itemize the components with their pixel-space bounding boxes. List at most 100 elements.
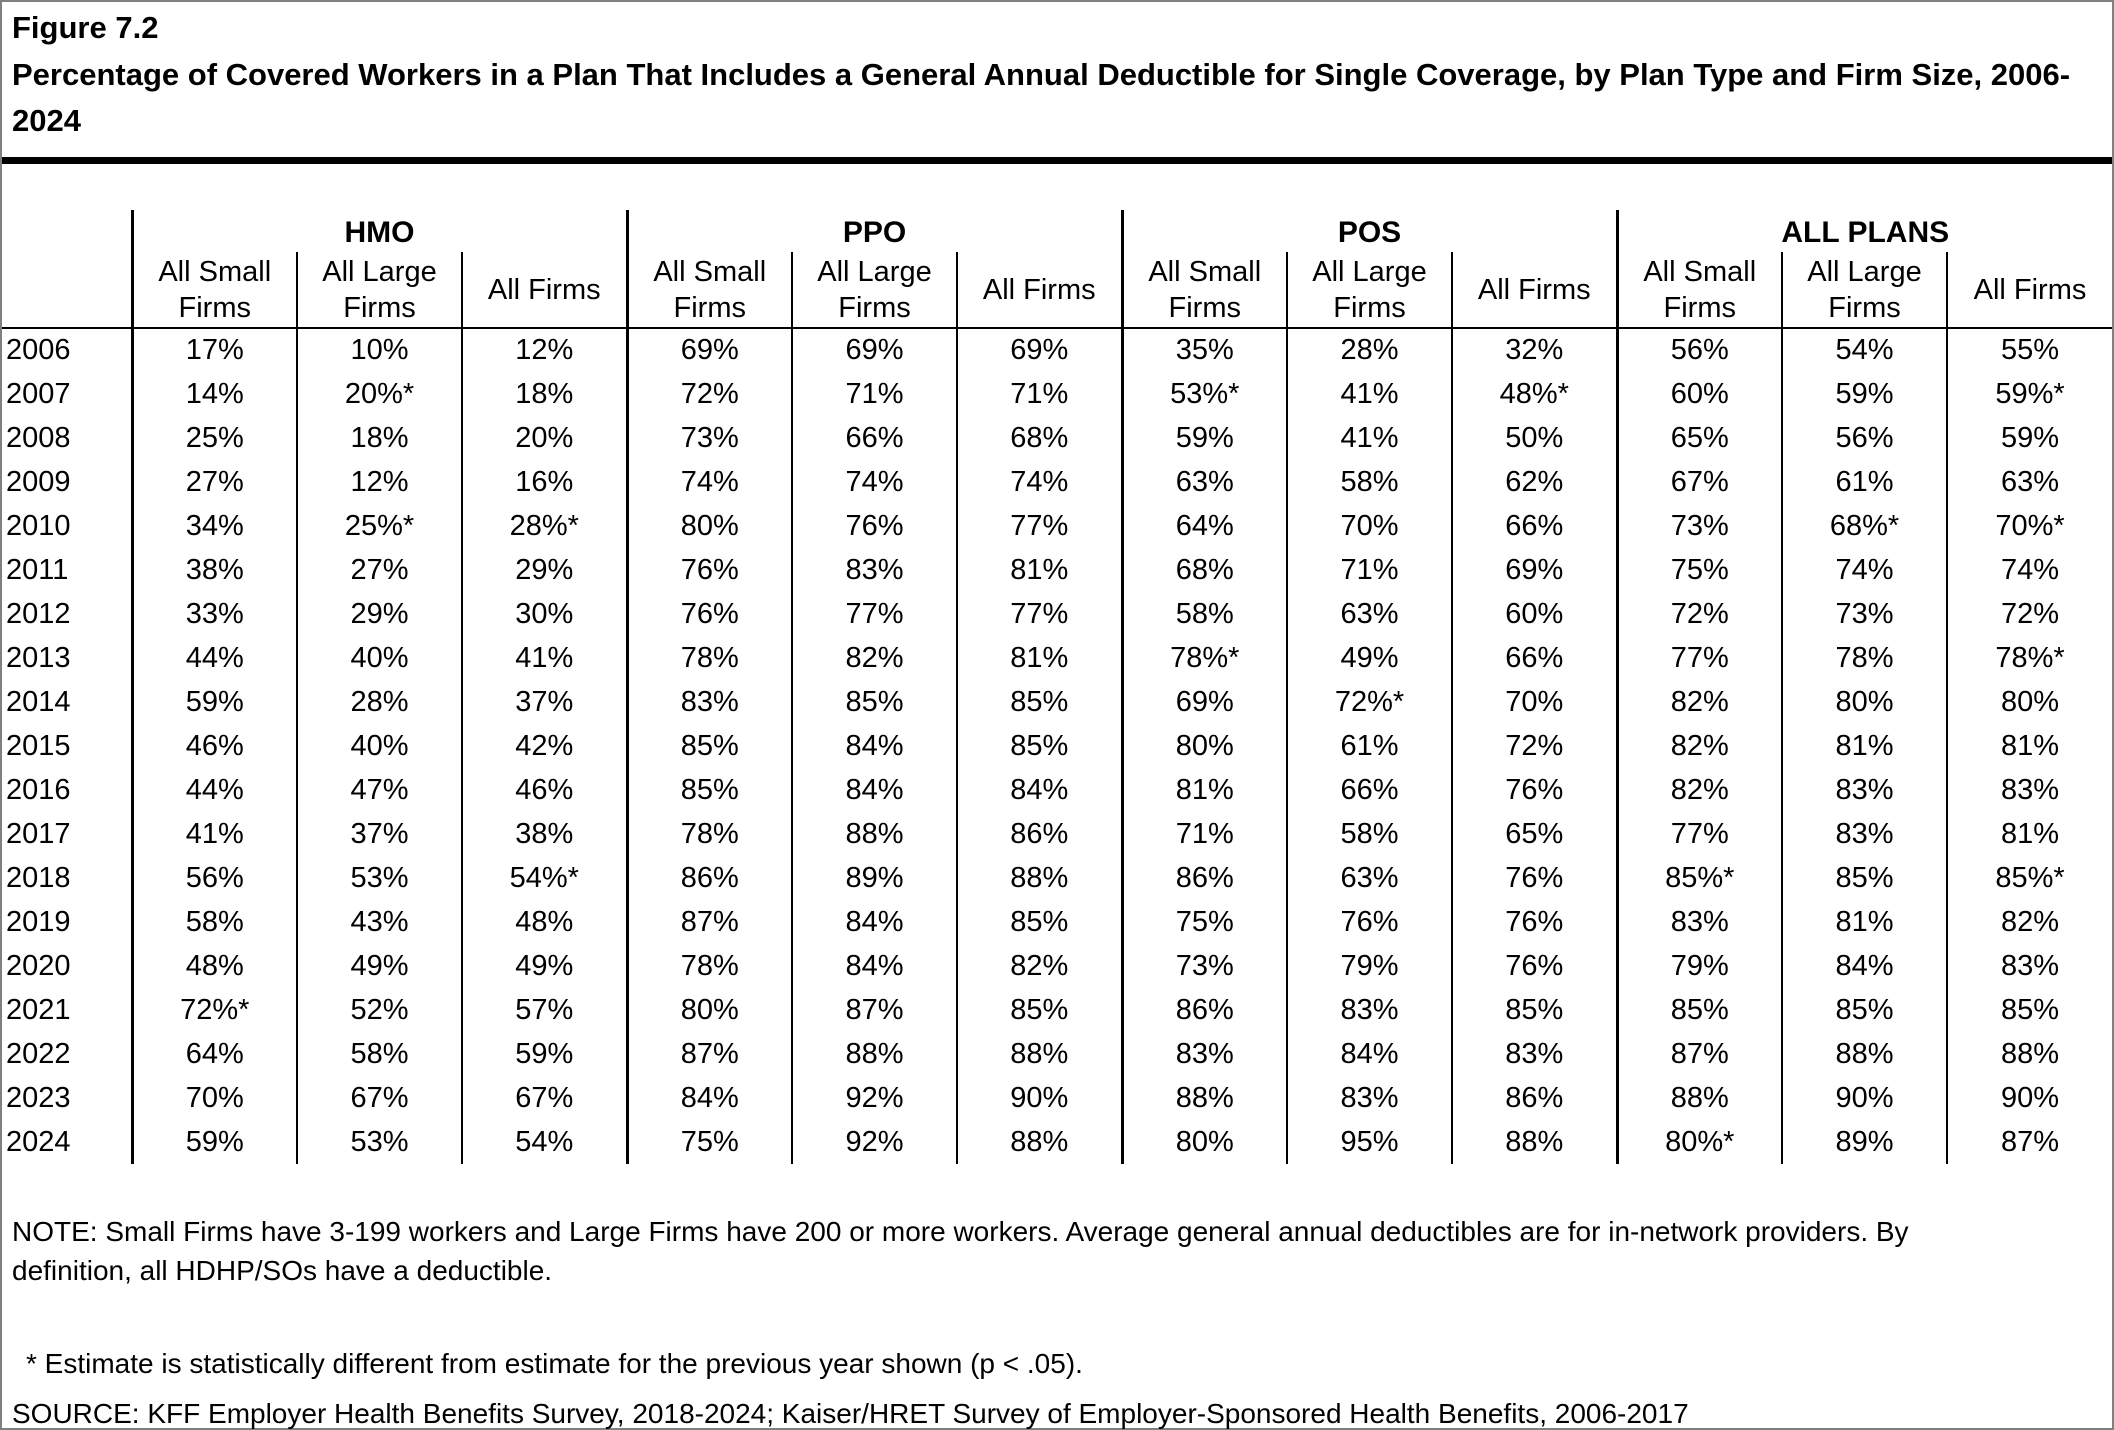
value-cell: 32% — [1451, 328, 1617, 372]
year-cell: 2015 — [6, 729, 71, 762]
value-cell: 85% — [956, 988, 1122, 1032]
value-cell: 88% — [1946, 1032, 2112, 1076]
value-cell: 84% — [791, 768, 957, 812]
value-cell: 76% — [1451, 944, 1617, 988]
value-cell: 70%* — [1946, 504, 2112, 548]
value-cell: 49% — [296, 944, 462, 988]
value-cell: 71% — [1120, 812, 1287, 856]
year-cell: 2008 — [6, 421, 71, 454]
year-cell: 2020 — [6, 949, 71, 982]
value-cell: 59% — [1120, 416, 1287, 460]
value-cell: 86% — [1120, 856, 1287, 900]
value-cell: 82% — [1615, 724, 1782, 768]
value-cell: 54% — [1781, 328, 1947, 372]
value-cell: 71% — [791, 372, 957, 416]
value-cell: 68%* — [1781, 504, 1947, 548]
value-cell: 83% — [1615, 900, 1782, 944]
value-cell: 88% — [1781, 1032, 1947, 1076]
table-body: 2006 17% 10% 12% 69% 69% 69% 35% 28% 32% 56% 54% 55%… — [2, 328, 2112, 1164]
table-row: 2016 44% 47% 46% 85% 84% 84% 81% 66% 76% 82% 83% 83% — [2, 768, 2112, 812]
value-cell: 25%* — [296, 504, 462, 548]
table-row: 2009 27% 12% 16% 74% 74% 74% 63% 58% 62% 67% 61% 63% — [2, 460, 2112, 504]
subheader-ppo-all-firms: All Firms — [956, 252, 1122, 329]
value-cell: 73% — [1781, 592, 1947, 636]
value-cell: 81% — [1781, 900, 1947, 944]
value-cell: 90% — [1781, 1076, 1947, 1120]
value-cell: 75% — [625, 1120, 792, 1164]
value-cell: 70% — [1286, 504, 1452, 548]
value-cell: 86% — [1451, 1076, 1617, 1120]
value-cell: 80% — [1781, 680, 1947, 724]
value-cell: 78% — [625, 636, 792, 680]
value-cell: 88% — [956, 1120, 1122, 1164]
subheader-pos-small-firms: All Small Firms — [1120, 252, 1287, 329]
year-cell: 2007 — [6, 377, 71, 410]
value-cell: 88% — [791, 812, 957, 856]
table-row: 2007 14% 20%* 18% 72% 71% 71% 53%* 41% 48%* 60% 59%… — [2, 372, 2112, 416]
value-cell: 81% — [1946, 724, 2112, 768]
value-cell: 76% — [1286, 900, 1452, 944]
value-cell: 10% — [296, 328, 462, 372]
value-cell: 53%* — [1120, 372, 1287, 416]
value-cell: 90% — [1946, 1076, 2112, 1120]
value-cell: 61% — [1781, 460, 1947, 504]
value-cell: 89% — [1781, 1120, 1947, 1164]
value-cell: 41% — [1286, 372, 1452, 416]
value-cell: 75% — [1120, 900, 1287, 944]
value-cell: 84% — [1286, 1032, 1452, 1076]
value-cell: 76% — [791, 504, 957, 548]
value-cell: 77% — [1615, 636, 1782, 680]
value-cell: 67% — [1615, 460, 1782, 504]
value-cell: 73% — [1120, 944, 1287, 988]
value-cell: 56% — [1781, 416, 1947, 460]
value-cell: 50% — [1451, 416, 1617, 460]
value-cell: 60% — [1615, 372, 1782, 416]
value-cell: 29% — [296, 592, 462, 636]
value-cell: 78%* — [1120, 636, 1287, 680]
subheader-hmo-all-firms: All Firms — [461, 252, 627, 329]
value-cell: 62% — [1451, 460, 1617, 504]
value-cell: 87% — [1946, 1120, 2112, 1164]
value-cell: 85% — [1946, 988, 2112, 1032]
table-row: 2013 44% 40% 41% 78% 82% 81% 78%* 49% 66% 77% 78% 78… — [2, 636, 2112, 680]
value-cell: 72%* — [1286, 680, 1452, 724]
value-cell: 75% — [1615, 548, 1782, 592]
note-text: NOTE: Small Firms have 3-199 workers and… — [12, 1216, 1909, 1286]
value-cell: 64% — [130, 1032, 297, 1076]
value-cell: 56% — [130, 856, 297, 900]
table-row: 2014 59% 28% 37% 83% 85% 85% 69% 72%* 70% 82% 80% 80… — [2, 680, 2112, 724]
value-cell: 84% — [625, 1076, 792, 1120]
value-cell: 83% — [1286, 988, 1452, 1032]
table-row: 2021 72%* 52% 57% 80% 87% 85% 86% 83% 85% 85% 85% 85… — [2, 988, 2112, 1032]
table-row: 2010 34% 25%* 28%* 80% 76% 77% 64% 70% 66% 73% 68%*… — [2, 504, 2112, 548]
table-row: 2012 33% 29% 30% 76% 77% 77% 58% 63% 60% 72% 73% 72% — [2, 592, 2112, 636]
value-cell: 40% — [296, 724, 462, 768]
subheader-hmo-small-firms: All Small Firms — [130, 252, 297, 329]
value-cell: 83% — [1451, 1032, 1617, 1076]
value-cell: 59% — [130, 1120, 297, 1164]
value-cell: 88% — [1451, 1120, 1617, 1164]
value-cell: 81% — [1946, 812, 2112, 856]
subheader-hmo-large-firms: All Large Firms — [296, 252, 462, 329]
year-cell: 2022 — [6, 1037, 71, 1070]
table-row: 2023 70% 67% 67% 84% 92% 90% 88% 83% 86% 88% 90% 90% — [2, 1076, 2112, 1120]
year-cell: 2009 — [6, 465, 71, 498]
value-cell: 69% — [625, 328, 792, 372]
value-cell: 83% — [1286, 1076, 1452, 1120]
year-cell: 2010 — [6, 509, 71, 542]
value-cell: 43% — [296, 900, 462, 944]
value-cell: 92% — [791, 1120, 957, 1164]
value-cell: 76% — [625, 548, 792, 592]
value-cell: 85% — [956, 724, 1122, 768]
value-cell: 90% — [956, 1076, 1122, 1120]
value-cell: 82% — [956, 944, 1122, 988]
value-cell: 48%* — [1451, 372, 1617, 416]
value-cell: 28% — [1286, 328, 1452, 372]
value-cell: 87% — [791, 988, 957, 1032]
value-cell: 52% — [296, 988, 462, 1032]
group-header-pos: POS — [1120, 210, 1617, 252]
value-cell: 30% — [461, 592, 627, 636]
value-cell: 85% — [956, 900, 1122, 944]
value-cell: 88% — [1120, 1076, 1287, 1120]
